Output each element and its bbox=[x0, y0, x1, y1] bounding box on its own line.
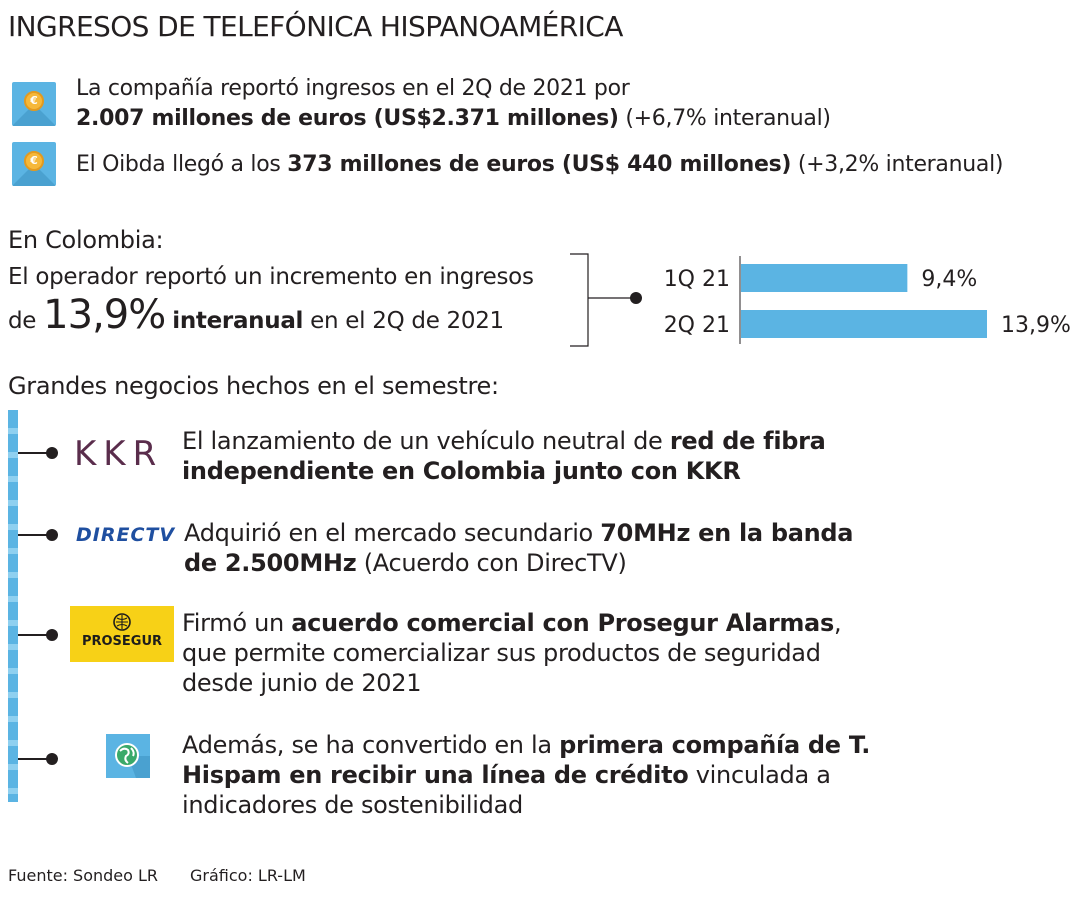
colombia-text-line-2: de 13,9% interanual en el 2Q de 2021 bbox=[8, 292, 504, 338]
timeline-connector bbox=[18, 758, 50, 760]
deal-1-seg-bold: red de fibra bbox=[669, 427, 826, 455]
deal-4-seg-bold: Hispam en recibir una línea de crédito bbox=[182, 761, 689, 789]
summary-line-2: El Oibda llegó a los 373 millones de eur… bbox=[76, 152, 1003, 177]
deal-1-seg-bold: independiente en Colombia junto con KKR bbox=[182, 457, 741, 485]
deal-2-seg: (Acuerdo con DirecTV) bbox=[356, 549, 627, 577]
colombia-bold-word: interanual bbox=[172, 308, 304, 334]
summary-line-1b: 2.007 millones de euros (US$2.371 millon… bbox=[76, 106, 831, 131]
timeline-dot bbox=[46, 629, 58, 641]
summary-oibda-change: (+3,2% interanual) bbox=[797, 152, 1004, 177]
timeline-connector bbox=[18, 452, 50, 454]
directv-logo: DIRECTV bbox=[76, 524, 176, 546]
deal-3-seg-bold: acuerdo comercial con Prosegur Alarmas bbox=[291, 609, 834, 637]
deal-1-seg: El lanzamiento de un vehículo neutral de bbox=[182, 427, 670, 455]
deal-3-line-2: que permite comercializar sus productos … bbox=[182, 638, 841, 668]
bar-value-label: 9,4% bbox=[921, 267, 977, 292]
summary-revenue-value: 2.007 millones de euros (US$2.371 millon… bbox=[76, 106, 619, 131]
deals-heading: Grandes negocios hechos en el semestre: bbox=[8, 372, 499, 400]
summary-revenue-change: (+6,7% interanual) bbox=[625, 106, 831, 131]
deal-3-seg: , bbox=[833, 609, 842, 637]
colombia-big-value: 13,9% bbox=[43, 292, 166, 338]
summary-oibda-intro: El Oibda llegó a los bbox=[76, 152, 281, 177]
euro-coin-icon: € bbox=[12, 142, 56, 186]
deal-4-line-3: indicadores de sostenibilidad bbox=[182, 790, 870, 820]
globe-icon bbox=[115, 743, 150, 778]
timeline-connector bbox=[18, 534, 50, 536]
page-title: INGRESOS DE TELEFÓNICA HISPANOAMÉRICA bbox=[8, 10, 623, 43]
colombia-bar-chart: 1Q 21 9,4% 2Q 21 13,9% bbox=[664, 256, 1071, 344]
deal-1-line-2: independiente en Colombia junto con KKR bbox=[182, 456, 826, 486]
footer-credit: Gráfico: LR-LM bbox=[190, 866, 306, 885]
kkr-logo: KKR bbox=[74, 434, 164, 474]
bar-category-label: 1Q 21 bbox=[664, 267, 730, 292]
prosegur-logo-text: PROSEGUR bbox=[81, 634, 163, 649]
deal-4-seg: indicadores de sostenibilidad bbox=[182, 791, 523, 819]
deal-1-text: El lanzamiento de un vehículo neutral de… bbox=[182, 426, 826, 486]
timeline-bar bbox=[8, 410, 18, 802]
deal-2-seg-bold: de 2.500MHz bbox=[184, 549, 357, 577]
summary-oibda-value: 373 millones de euros (US$ 440 millones) bbox=[287, 152, 792, 177]
colombia-text-line-1: El operador reportó un incremento en ing… bbox=[8, 264, 534, 290]
deal-2-seg: Adquirió en el mercado secundario bbox=[184, 519, 601, 547]
prosegur-logo: PROSEGUR bbox=[70, 606, 174, 662]
bracket-connector bbox=[570, 253, 642, 347]
deal-2-line-2: de 2.500MHz (Acuerdo con DirecTV) bbox=[184, 548, 853, 578]
deal-2-text: Adquirió en el mercado secundario 70MHz … bbox=[184, 518, 854, 578]
deal-2-line-1: Adquirió en el mercado secundario 70MHz … bbox=[184, 518, 854, 548]
deal-4-seg: vinculada a bbox=[688, 761, 831, 789]
timeline-connector bbox=[18, 634, 50, 636]
deal-4-seg-bold: primera compañía de T. bbox=[559, 731, 871, 759]
deal-1-line-1: El lanzamiento de un vehículo neutral de… bbox=[182, 426, 826, 456]
deal-3-line-3: desde junio de 2021 bbox=[182, 668, 841, 698]
deal-4-seg: Además, se ha convertido en la bbox=[182, 731, 560, 759]
deal-3-text: Firmó un acuerdo comercial con Prosegur … bbox=[182, 608, 842, 698]
deal-4-text: Además, se ha convertido en la primera c… bbox=[182, 730, 870, 820]
colombia-text-end: en el 2Q de 2021 bbox=[310, 308, 504, 334]
bracket-shape bbox=[570, 253, 589, 347]
timeline-dot bbox=[46, 529, 58, 541]
timeline-dot bbox=[46, 753, 58, 765]
coin-face: € bbox=[24, 151, 44, 171]
bar-2q-21 bbox=[741, 310, 987, 338]
deal-2-seg-bold: 70MHz en la banda bbox=[600, 519, 854, 547]
deal-3-seg: que permite comercializar sus productos … bbox=[182, 639, 821, 667]
bracket-dot bbox=[630, 292, 642, 304]
euro-coin-icon: € bbox=[12, 82, 56, 126]
deal-3-line-1: Firmó un acuerdo comercial con Prosegur … bbox=[182, 608, 842, 638]
deal-4-line-1: Además, se ha convertido en la primera c… bbox=[182, 730, 870, 760]
timeline-dot bbox=[46, 447, 58, 459]
footer-source: Fuente: Sondeo LR bbox=[8, 866, 159, 885]
deal-4-line-2: Hispam en recibir una línea de crédito v… bbox=[182, 760, 870, 790]
summary-line-1a: La compañía reportó ingresos en el 2Q de… bbox=[76, 76, 630, 101]
bar-value-label: 13,9% bbox=[1001, 313, 1071, 338]
bar-1q-21 bbox=[741, 264, 908, 292]
bar-category-label: 2Q 21 bbox=[664, 313, 730, 338]
prosegur-emblem-icon bbox=[113, 613, 131, 631]
colombia-heading: En Colombia: bbox=[8, 226, 164, 254]
sustainability-globe-icon bbox=[106, 734, 150, 778]
deal-3-seg: Firmó un bbox=[182, 609, 292, 637]
colombia-text-de: de bbox=[8, 308, 37, 334]
deal-3-seg: desde junio de 2021 bbox=[182, 669, 422, 697]
coin-face: € bbox=[24, 91, 44, 111]
